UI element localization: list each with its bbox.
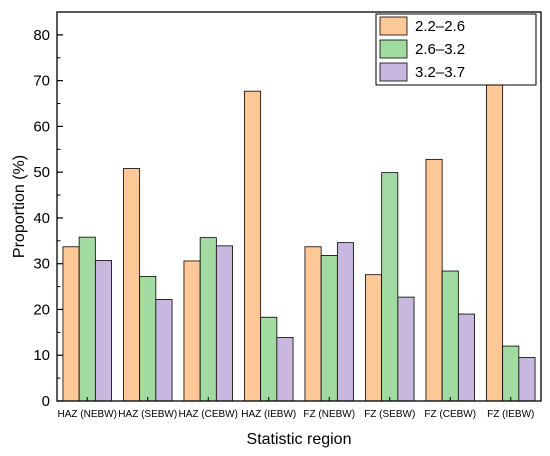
y-tick-label: 40 — [33, 210, 50, 227]
bar — [199, 237, 217, 402]
x-tick-label: HAZ (SEBW) — [118, 409, 177, 420]
bar — [441, 270, 459, 402]
legend-swatch — [379, 62, 408, 82]
x-tick-label: FZ (IEBW) — [487, 409, 534, 420]
legend-label: 2.6–3.2 — [415, 41, 465, 58]
y-axis-title: Proportion (%) — [11, 155, 28, 258]
bar — [78, 236, 96, 402]
bar — [320, 255, 338, 402]
x-axis-title: Statistic region — [247, 431, 352, 448]
x-tick-label: FZ (CEBW) — [424, 409, 476, 420]
bar — [304, 246, 322, 402]
bar — [260, 316, 278, 402]
bar — [183, 260, 201, 402]
y-tick-label: 70 — [33, 73, 50, 90]
bar — [365, 274, 383, 402]
y-tick-label: 80 — [33, 27, 50, 44]
y-tick-label: 50 — [33, 164, 50, 181]
bar — [123, 168, 141, 402]
y-axis: 0 10 20 30 40 50 60 70 80 — [33, 27, 63, 410]
legend-label: 2.2–2.6 — [415, 18, 465, 35]
y-tick-label: 30 — [33, 256, 50, 273]
bar — [139, 276, 157, 402]
bar — [486, 40, 504, 402]
y-tick-label: 10 — [33, 347, 50, 364]
bar — [62, 246, 80, 402]
legend-swatch — [379, 16, 408, 36]
x-tick-label: HAZ (NEBW) — [58, 409, 117, 420]
bar — [425, 158, 443, 402]
x-axis: HAZ (NEBW) HAZ (SEBW) HAZ (CEBW) HAZ (IEBW)… — [58, 397, 534, 420]
bar — [336, 242, 354, 402]
bar — [155, 299, 173, 402]
plot-frame — [56, 11, 542, 402]
legend-label: 3.2–3.7 — [415, 64, 465, 81]
y-tick-label: 20 — [33, 301, 50, 318]
legend-swatch — [379, 39, 408, 59]
y-tick-label: 60 — [33, 118, 50, 135]
bar — [397, 296, 415, 402]
bar — [518, 357, 536, 402]
legend: 2.2–2.6 2.6–3.2 3.2–3.7 — [375, 13, 537, 86]
bar — [276, 336, 294, 402]
bar — [244, 90, 262, 402]
bar — [502, 345, 520, 402]
bar — [381, 172, 399, 402]
x-tick-label: FZ (SEBW) — [364, 409, 415, 420]
x-tick-label: FZ (NEBW) — [303, 409, 355, 420]
bar — [94, 260, 112, 402]
x-tick-label: HAZ (IEBW) — [241, 409, 296, 420]
y-tick-label: 0 — [42, 393, 50, 410]
bar — [215, 245, 233, 402]
bars-group — [62, 40, 536, 402]
x-tick-label: HAZ (CEBW) — [179, 409, 238, 420]
bar — [457, 313, 475, 402]
